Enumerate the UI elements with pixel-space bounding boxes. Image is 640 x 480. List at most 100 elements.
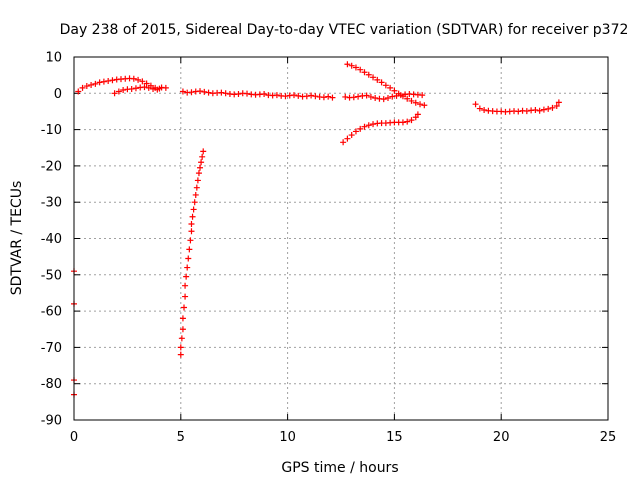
data-point xyxy=(421,102,428,109)
data-point xyxy=(408,117,415,124)
data-point xyxy=(540,106,547,113)
data-point xyxy=(348,132,355,139)
data-point xyxy=(352,128,359,135)
data-point xyxy=(273,92,280,99)
data-point xyxy=(387,84,394,91)
x-tick-label: 0 xyxy=(70,430,78,445)
data-point xyxy=(205,89,212,96)
data-point xyxy=(399,119,406,126)
data-point xyxy=(404,118,411,125)
data-point xyxy=(105,77,112,84)
data-point xyxy=(367,93,374,100)
data-point xyxy=(350,94,357,101)
data-point xyxy=(320,94,327,101)
data-point xyxy=(154,86,161,93)
chart-title: Day 238 of 2015, Sidereal Day-to-day VTE… xyxy=(60,22,629,38)
data-point xyxy=(177,344,184,351)
data-point xyxy=(139,78,146,85)
data-point xyxy=(189,213,196,220)
data-point xyxy=(109,77,116,84)
data-point xyxy=(183,273,190,280)
data-point xyxy=(179,88,186,95)
data-point xyxy=(143,80,150,87)
data-point xyxy=(472,101,479,108)
y-tick-label: -40 xyxy=(41,232,62,247)
data-point xyxy=(361,123,368,130)
data-point xyxy=(325,93,332,100)
data-point xyxy=(83,83,90,90)
data-point xyxy=(555,99,562,106)
data-point xyxy=(419,92,426,99)
data-point xyxy=(182,293,189,300)
data-point xyxy=(357,66,364,73)
data-point xyxy=(342,93,349,100)
data-point xyxy=(344,135,351,142)
data-point xyxy=(132,85,139,92)
data-point xyxy=(177,351,184,358)
data-point xyxy=(344,61,351,68)
data-point xyxy=(340,139,347,146)
data-point xyxy=(391,87,398,94)
x-axis-label: GPS time / hours xyxy=(281,460,398,476)
y-tick-label: -20 xyxy=(41,159,62,174)
data-point xyxy=(218,89,225,96)
data-point xyxy=(378,79,385,86)
data-point xyxy=(282,93,289,100)
grid xyxy=(74,57,608,420)
data-point xyxy=(195,170,202,177)
y-tick-label: -90 xyxy=(41,414,62,429)
data-point xyxy=(201,88,208,95)
data-point xyxy=(417,101,424,108)
data-point xyxy=(186,246,193,253)
data-point xyxy=(158,84,165,91)
data-point xyxy=(361,69,368,76)
data-point xyxy=(352,64,359,71)
data-point xyxy=(545,105,552,112)
data-point xyxy=(303,93,310,100)
data-point xyxy=(145,84,152,91)
data-point xyxy=(179,315,186,322)
data-point xyxy=(404,95,411,102)
data-point xyxy=(185,255,192,262)
data-point xyxy=(536,107,543,114)
data-point xyxy=(515,108,522,115)
data-point xyxy=(365,71,372,78)
data-point xyxy=(111,90,118,97)
data-point xyxy=(523,108,530,115)
data-point xyxy=(414,111,421,118)
data-point xyxy=(120,87,127,94)
data-points xyxy=(71,61,562,398)
x-tick-label: 15 xyxy=(386,430,403,445)
data-point xyxy=(393,92,400,99)
data-point xyxy=(88,81,95,88)
data-point xyxy=(532,106,539,113)
data-point xyxy=(549,104,556,111)
data-point xyxy=(178,335,185,342)
data-point xyxy=(382,82,389,89)
data-point xyxy=(355,93,362,100)
data-point xyxy=(329,94,336,101)
data-point xyxy=(389,93,396,100)
data-point xyxy=(481,106,488,113)
y-tick-label: -50 xyxy=(41,268,62,283)
data-point xyxy=(235,91,242,98)
data-point xyxy=(135,76,142,83)
data-point xyxy=(96,79,103,86)
y-tick-label: -80 xyxy=(41,377,62,392)
data-point xyxy=(370,121,377,128)
data-point xyxy=(92,80,99,87)
data-point xyxy=(150,85,157,92)
data-point xyxy=(190,206,197,213)
data-point xyxy=(191,199,198,206)
data-point xyxy=(194,177,201,184)
data-point xyxy=(79,84,86,91)
data-point xyxy=(188,89,195,96)
data-point xyxy=(199,153,206,160)
data-point xyxy=(75,88,82,95)
y-tick-label: 10 xyxy=(45,51,62,66)
data-point xyxy=(193,184,200,191)
y-tick-label: -10 xyxy=(41,123,62,138)
data-point xyxy=(181,304,188,311)
data-point xyxy=(115,88,122,95)
